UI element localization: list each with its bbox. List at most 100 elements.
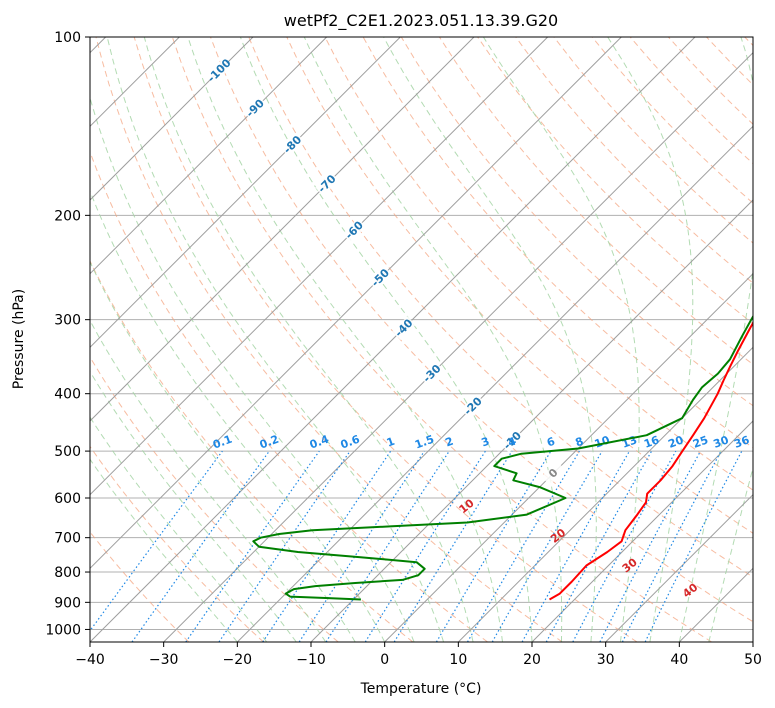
mixing-ratio-line	[572, 450, 677, 642]
mixing-ratio-line	[644, 450, 743, 642]
y-tick-label: 200	[54, 208, 81, 224]
mixing-ratio-line	[185, 450, 320, 642]
mixing-ratio-label: 0.1	[211, 433, 234, 452]
x-tick-label: −30	[149, 652, 179, 668]
isotherm-line	[310, 199, 753, 642]
x-tick-label: 50	[744, 652, 762, 668]
mixing-ratio-label: 25	[691, 433, 710, 450]
isotherm-label-bg	[500, 428, 525, 453]
dry-adiabat	[286, 37, 753, 534]
y-tick-label: 1000	[45, 622, 81, 638]
mixing-ratio-label: 1.5	[413, 433, 436, 452]
isotherm-line	[90, 37, 622, 570]
moist-adiabat	[90, 189, 386, 642]
y-tick-label: 100	[54, 30, 81, 46]
mixing-ratio-label: 30	[712, 433, 731, 451]
moist-adiabat	[106, 37, 445, 642]
mixing-ratio-label: 2	[443, 435, 455, 450]
x-tick-label: 30	[597, 652, 615, 668]
isotherm-label-bg	[541, 461, 566, 486]
y-tick-label: 500	[54, 444, 81, 460]
isotherm-line	[752, 641, 753, 642]
y-tick-label: 400	[54, 387, 81, 403]
y-tick-label: 600	[54, 491, 81, 507]
mixing-ratio-line	[262, 450, 392, 642]
mixing-ratio-label: 0.6	[339, 433, 362, 452]
mixing-ratio-label: 1	[385, 435, 397, 450]
isotherm-line	[457, 346, 753, 642]
dry-adiabat	[133, 37, 638, 642]
temperature-profile	[549, 320, 753, 601]
isotherm-line	[90, 37, 475, 422]
y-tick-label: 300	[54, 313, 81, 329]
y-tick-label: 700	[54, 531, 81, 547]
mixing-ratio-label: 10	[593, 433, 612, 451]
isotherm-label-bg	[243, 96, 268, 121]
moist-adiabat	[90, 416, 268, 642]
dry-adiabat	[210, 37, 753, 623]
moist-adiabat	[143, 37, 474, 642]
isotherm-label-bg	[207, 58, 232, 83]
moist-adiabat	[90, 319, 327, 642]
dry-adiabat	[90, 445, 264, 642]
x-tick-label: 40	[670, 652, 688, 668]
mixing-ratio-line	[393, 450, 513, 642]
y-axis-label: Pressure (hPa)	[11, 289, 27, 389]
moist-adiabat	[90, 260, 356, 642]
x-axis-label: Temperature (°C)	[360, 681, 482, 697]
moist-adiabat	[383, 37, 597, 642]
mixing-ratio-line	[90, 450, 223, 632]
isotherm-label-bg	[420, 361, 445, 386]
pressure-grid	[90, 37, 753, 630]
dry-adiabat	[90, 259, 414, 642]
isotherm-line	[236, 125, 753, 642]
moist-adiabat	[303, 37, 563, 642]
moist-adiabat	[90, 370, 297, 642]
isotherm-line	[605, 493, 753, 642]
mixing-ratio-line	[218, 450, 351, 642]
x-tick-label: 10	[449, 652, 467, 668]
plot-frame	[89, 36, 754, 643]
isotherm-line	[90, 37, 254, 201]
y-tick-label: 900	[54, 595, 81, 611]
mixing-ratio-label: 4	[506, 435, 518, 450]
mixing-ratio-label: 16	[642, 433, 661, 451]
isotherm-line	[384, 272, 753, 642]
mixing-ratio-label: 0.2	[258, 433, 281, 452]
x-axis-ticks: −40 −30 −20 −10 0 10 20 30 40 50	[75, 642, 762, 668]
isotherm-line	[90, 37, 696, 642]
dry-adiabat	[248, 37, 753, 578]
x-tick-label: −20	[223, 652, 253, 668]
moist-adiabat	[482, 37, 640, 642]
mixing-ratio-line	[131, 450, 270, 642]
mixing-ratio-label: 0.4	[308, 433, 331, 452]
moist-adiabat	[607, 37, 694, 642]
moist-adiabats	[90, 37, 753, 642]
mixing-ratio-line	[298, 450, 425, 642]
sounding-profiles	[252, 314, 753, 601]
isotherm-line	[90, 37, 328, 275]
y-tick-label: 800	[54, 565, 81, 581]
isotherm-label-bg	[315, 171, 340, 196]
mixing-ratio-line	[521, 450, 631, 642]
plot-area	[90, 37, 753, 642]
moist-adiabat	[90, 458, 238, 642]
isotherm-label-bg	[280, 132, 305, 157]
mixing-ratio-label: 8	[574, 435, 586, 450]
mixing-ratio-label: 6	[545, 435, 557, 450]
moist-adiabat	[239, 37, 533, 642]
moist-adiabat	[187, 37, 503, 642]
dry-adiabat	[95, 37, 563, 642]
moist-adiabat	[708, 466, 753, 642]
x-tick-label: 0	[380, 652, 389, 668]
isotherm-line	[90, 37, 549, 496]
isotherm-label-bg	[368, 265, 393, 290]
isotherm-label-bg	[342, 218, 367, 243]
dewpoint-profile	[252, 314, 753, 601]
dry-adiabat	[171, 37, 712, 642]
chart-title: wetPf2_C2E1.2023.051.13.39.G20	[284, 11, 558, 31]
x-tick-label: −10	[296, 652, 326, 668]
y-axis-ticks: 100 200 300 400 500 600 700 800 900 1000	[45, 30, 90, 638]
mixing-ratio-label: 3	[480, 435, 492, 450]
x-tick-label: −40	[75, 652, 105, 668]
